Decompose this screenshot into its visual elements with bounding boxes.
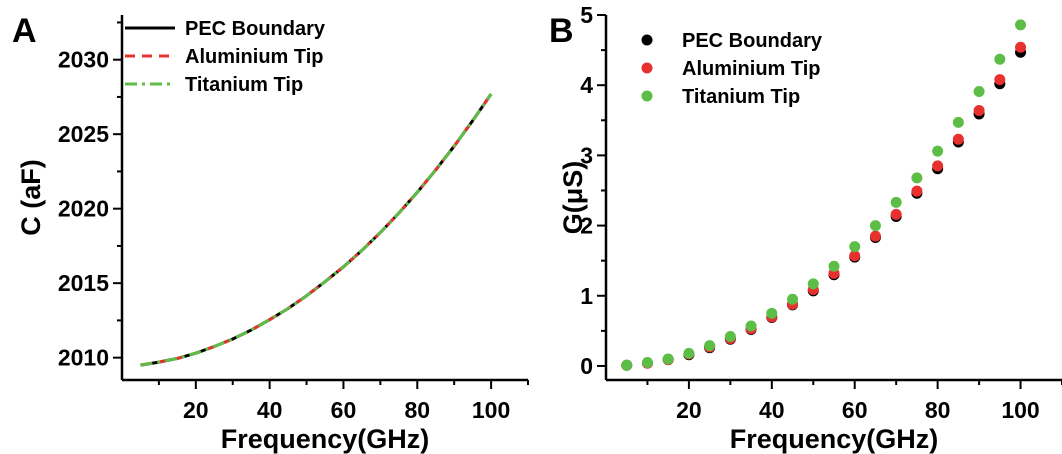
legend-swatch-aluminium-tip <box>641 62 653 74</box>
x-tick-label: 60 <box>331 397 357 423</box>
legend-swatch-titanium-tip <box>641 90 653 102</box>
data-point-aluminium-tip <box>849 250 861 262</box>
data-point-titanium-tip <box>932 145 944 157</box>
y-tick-label: 1 <box>580 283 593 309</box>
x-tick-label: 60 <box>842 397 868 423</box>
y-tick-label: 2025 <box>58 121 109 147</box>
data-point-titanium-tip <box>683 347 695 359</box>
data-point-titanium-tip <box>890 196 902 208</box>
data-point-titanium-tip <box>787 293 799 305</box>
data-point-titanium-tip <box>745 320 757 332</box>
data-point-titanium-tip <box>704 340 716 352</box>
y-tick-label: 4 <box>580 72 593 98</box>
data-point-titanium-tip <box>807 278 819 290</box>
y-tick-label: 2010 <box>58 345 109 371</box>
x-tick-label: 40 <box>257 397 283 423</box>
x-tick-label: 100 <box>1001 397 1039 423</box>
x-tick-label: 20 <box>676 397 702 423</box>
data-point-titanium-tip <box>849 241 861 253</box>
data-point-titanium-tip <box>952 116 964 128</box>
data-point-titanium-tip <box>994 53 1006 65</box>
x-tick-label: 40 <box>759 397 785 423</box>
y-tick-label: 2030 <box>58 47 109 73</box>
y-tick-label: 2 <box>580 213 593 239</box>
data-point-titanium-tip <box>1015 19 1027 31</box>
data-point-titanium-tip <box>869 220 881 232</box>
legend-label-titanium-tip: Titanium Tip <box>185 74 303 96</box>
y-tick-label: 3 <box>580 142 593 168</box>
data-point-titanium-tip <box>828 260 840 272</box>
y-tick-label: 0 <box>580 353 593 379</box>
panel-label-b: B <box>549 12 574 50</box>
series-line-aluminium-tip <box>140 93 493 367</box>
data-point-aluminium-tip <box>1015 41 1027 53</box>
data-point-titanium-tip <box>641 356 653 368</box>
panel-a: A 20 40 60 80 100 2010 2015 2020 2025 2030 Frequen… <box>12 12 529 454</box>
data-point-aluminium-tip <box>869 230 881 242</box>
legend-label-pec-boundary: PEC Boundary <box>185 18 326 40</box>
data-point-titanium-tip <box>621 359 633 371</box>
data-point-aluminium-tip <box>973 104 985 116</box>
legend-label-aluminium-tip: Aluminium Tip <box>185 46 324 68</box>
x-axis-label: Frequency(GHz) <box>221 424 430 454</box>
data-point-titanium-tip <box>724 330 736 342</box>
legend-swatch-pec-boundary <box>641 34 653 46</box>
data-point-titanium-tip <box>911 172 923 184</box>
legend-label-aluminium-tip: Aluminium Tip <box>682 58 821 80</box>
y-axis-label: C (aF) <box>16 159 46 236</box>
y-tick-label: 2015 <box>58 270 109 296</box>
data-point-aluminium-tip <box>932 160 944 172</box>
x-tick-label: 20 <box>183 397 209 423</box>
panel-b: B 20 40 60 80 100 0 1 2 3 4 5 Frequency(GHz) G(μS) PE… <box>549 2 1062 454</box>
legend-label-titanium-tip: Titanium Tip <box>682 86 800 108</box>
data-point-aluminium-tip <box>952 133 964 145</box>
x-tick-label: 80 <box>404 397 430 423</box>
data-point-titanium-tip <box>766 307 778 319</box>
series-line-titanium-tip <box>140 93 493 367</box>
legend-label-pec-boundary: PEC Boundary <box>682 30 823 52</box>
y-tick-label: 2020 <box>58 196 109 222</box>
x-tick-label: 100 <box>472 397 510 423</box>
data-point-aluminium-tip <box>890 208 902 220</box>
series-line-pec-boundary <box>140 93 493 367</box>
data-point-titanium-tip <box>662 353 674 365</box>
panel-label-a: A <box>12 12 37 50</box>
data-point-aluminium-tip <box>911 185 923 197</box>
x-tick-label: 80 <box>925 397 951 423</box>
data-point-titanium-tip <box>973 86 985 98</box>
x-axis-label: Frequency(GHz) <box>730 424 939 454</box>
y-axis-label: G(μS) <box>558 161 588 235</box>
y-tick-label: 5 <box>580 2 593 28</box>
data-point-aluminium-tip <box>994 74 1006 86</box>
